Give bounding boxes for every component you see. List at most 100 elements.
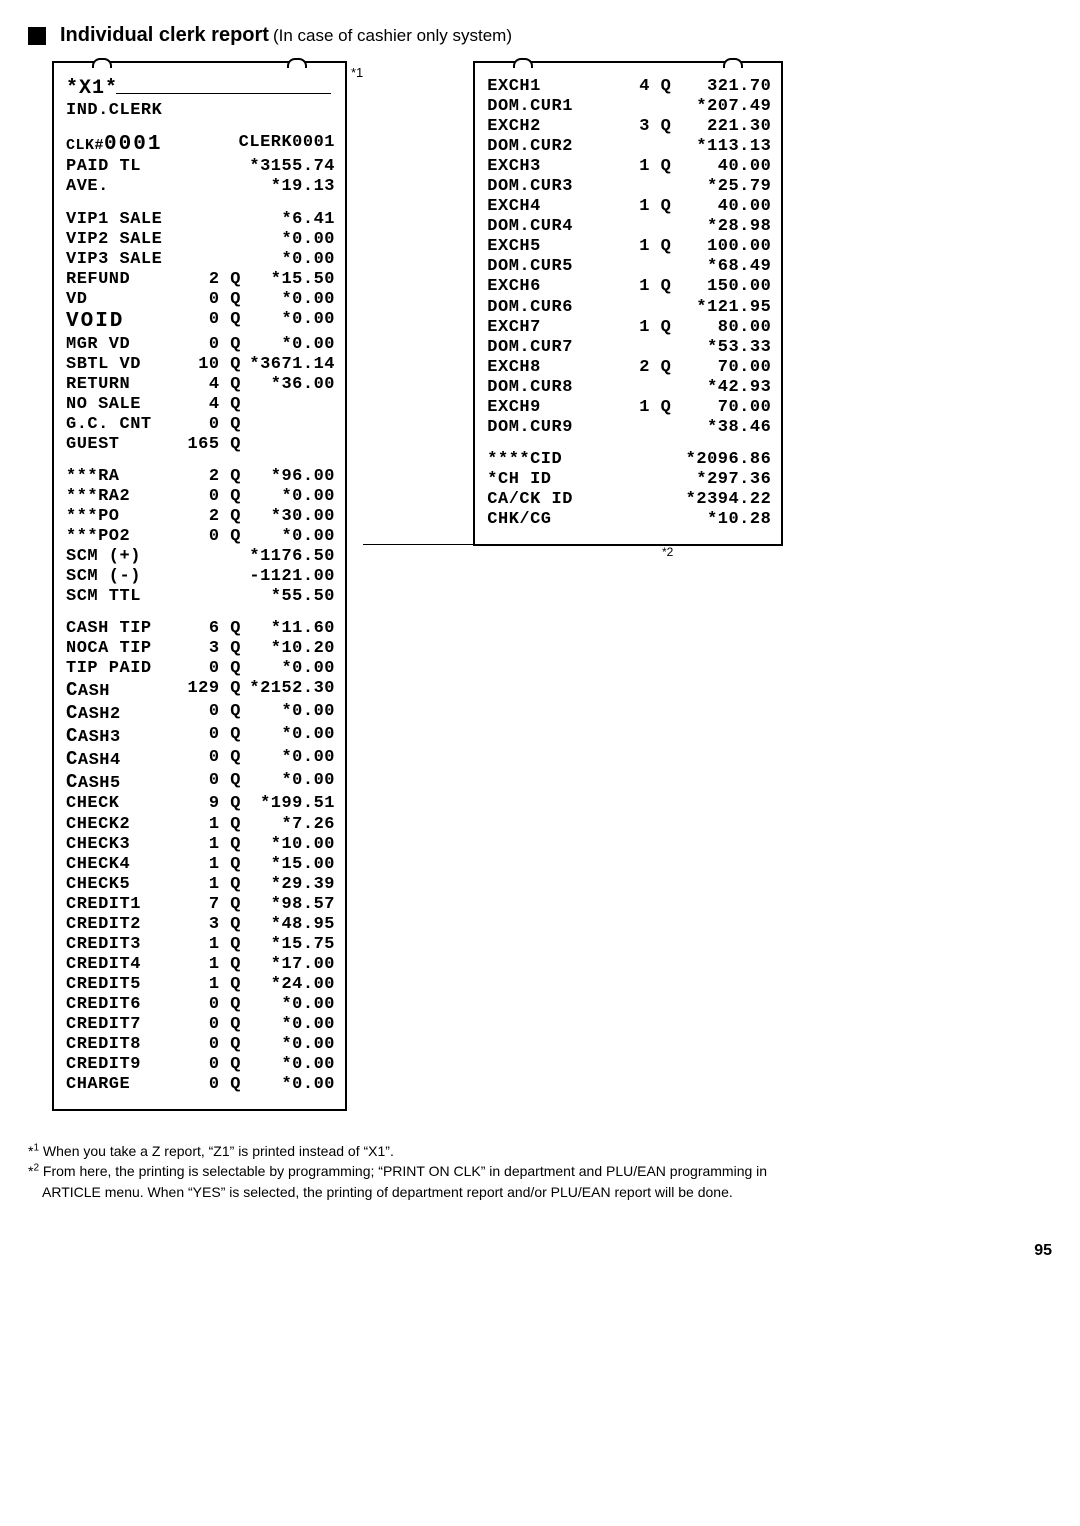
row-label: DOM.CUR9	[487, 418, 615, 438]
row-qty: 3 Q	[141, 915, 241, 935]
receipt-row: ***RA2 Q*96.00	[66, 467, 335, 487]
receipt-row: SCM (-)-1121.00	[66, 567, 335, 587]
receipt-row: CREDIT70 Q*0.00	[66, 1015, 335, 1035]
row-value: *15.00	[241, 855, 335, 875]
row-value: *0.00	[241, 995, 335, 1015]
receipt-row: RETURN4 Q*36.00	[66, 375, 335, 395]
row-value: *10.20	[241, 639, 335, 659]
row-qty: 1 Q	[141, 955, 241, 975]
receipt-row: DOM.CUR6*121.95	[487, 298, 771, 318]
row-qty: 2 Q	[615, 358, 671, 378]
row-value: *207.49	[671, 97, 771, 117]
ave-val: *19.13	[109, 177, 335, 197]
row-qty	[615, 177, 671, 197]
row-qty: 1 Q	[130, 835, 241, 855]
row-qty: 0 Q	[152, 659, 241, 679]
row-value: *24.00	[241, 975, 335, 995]
receipt-row: ***RA20 Q*0.00	[66, 487, 335, 507]
receipt-row: CREDIT51 Q*24.00	[66, 975, 335, 995]
row-label: CHECK	[66, 794, 120, 814]
row-value: *0.00	[241, 725, 335, 748]
row-label: EXCH4	[487, 197, 615, 217]
row-qty	[615, 378, 671, 398]
row-qty: 0 Q	[152, 415, 241, 435]
receipt-row: EXCH91 Q70.00	[487, 398, 771, 418]
row-qty	[615, 257, 671, 277]
receipt-row: EXCH51 Q100.00	[487, 237, 771, 257]
row-label: EXCH1	[487, 77, 615, 97]
row-label: CA/CK ID	[487, 490, 615, 510]
row-value: *55.50	[241, 587, 335, 607]
row-qty: 0 Q	[130, 487, 241, 507]
row-value: *0.00	[241, 1035, 335, 1055]
row-qty: 7 Q	[141, 895, 241, 915]
row-qty: 0 Q	[141, 1015, 241, 1035]
receipt-row: SCM TTL*55.50	[66, 587, 335, 607]
receipt-row: CHK/CG*10.28	[487, 510, 771, 530]
row-label: VOID	[66, 310, 124, 335]
row-value: *199.51	[241, 794, 335, 814]
receipt-row: VIP3 SALE*0.00	[66, 250, 335, 270]
receipt-row: ***PO20 Q*0.00	[66, 527, 335, 547]
row-label: CHECK4	[66, 855, 130, 875]
footnote-2b: ARTICLE menu. When “YES” is selected, th…	[28, 1182, 1052, 1202]
row-qty: 9 Q	[120, 794, 241, 814]
row-label: CHK/CG	[487, 510, 615, 530]
row-qty: 1 Q	[615, 157, 671, 177]
clerk-id: CLERK0001	[162, 133, 335, 158]
row-qty	[615, 510, 671, 530]
row-qty: 0 Q	[121, 748, 241, 771]
row-label: NOCA TIP	[66, 639, 152, 659]
receipt-row: GUEST165 Q	[66, 435, 335, 455]
row-label: EXCH3	[487, 157, 615, 177]
row-value: 221.30	[671, 117, 771, 137]
row-value: *0.00	[241, 771, 335, 794]
row-qty: 6 Q	[152, 619, 241, 639]
receipt-row: VIP2 SALE*0.00	[66, 230, 335, 250]
row-qty: 0 Q	[130, 527, 241, 547]
receipt-row: DOM.CUR3*25.79	[487, 177, 771, 197]
row-value: *38.46	[671, 418, 771, 438]
receipt-row: CHECK9 Q*199.51	[66, 794, 335, 814]
row-label: DOM.CUR5	[487, 257, 615, 277]
receipt-row: VD0 Q*0.00	[66, 290, 335, 310]
row-value: *96.00	[241, 467, 335, 487]
receipt-row: EXCH31 Q40.00	[487, 157, 771, 177]
row-qty: 0 Q	[121, 725, 241, 748]
row-value: *0.00	[241, 250, 335, 270]
receipt-row: VIP1 SALE*6.41	[66, 210, 335, 230]
row-label: EXCH2	[487, 117, 615, 137]
row-value: *0.00	[241, 230, 335, 250]
row-label: ****CID	[487, 450, 615, 470]
row-label: DOM.CUR7	[487, 338, 615, 358]
row-label: CREDIT4	[66, 955, 141, 975]
row-value: *30.00	[241, 507, 335, 527]
page-number: 95	[28, 1242, 1052, 1260]
row-value: *3671.14	[241, 355, 335, 375]
receipt-right: EXCH14 Q321.70DOM.CUR1*207.49EXCH23 Q221…	[473, 61, 783, 546]
row-label: RETURN	[66, 375, 130, 395]
row-qty	[615, 298, 671, 318]
receipt-row: CASH30 Q*0.00	[66, 725, 335, 748]
row-qty: 0 Q	[141, 1055, 241, 1075]
row-qty: 0 Q	[87, 290, 241, 310]
row-label: ***PO2	[66, 527, 130, 547]
row-value: *0.00	[241, 659, 335, 679]
row-qty	[141, 547, 241, 567]
torn-edge	[52, 61, 347, 63]
row-value: 321.70	[671, 77, 771, 97]
row-value: *15.75	[241, 935, 335, 955]
receipt-row: REFUND2 Q*15.50	[66, 270, 335, 290]
row-value: *53.33	[671, 338, 771, 358]
row-qty	[141, 587, 241, 607]
row-label: VIP1 SALE	[66, 210, 162, 230]
row-value: *10.00	[241, 835, 335, 855]
receipt-left: *X1* IND.CLERK CLK#0001 CLERK0001 PAID T…	[52, 61, 347, 1111]
row-qty: 1 Q	[615, 197, 671, 217]
receipt-row: CREDIT17 Q*98.57	[66, 895, 335, 915]
row-label: ***RA	[66, 467, 120, 487]
row-value: *0.00	[241, 748, 335, 771]
row-qty: 165 Q	[120, 435, 241, 455]
row-value: *0.00	[241, 1055, 335, 1075]
row-value: *36.00	[241, 375, 335, 395]
